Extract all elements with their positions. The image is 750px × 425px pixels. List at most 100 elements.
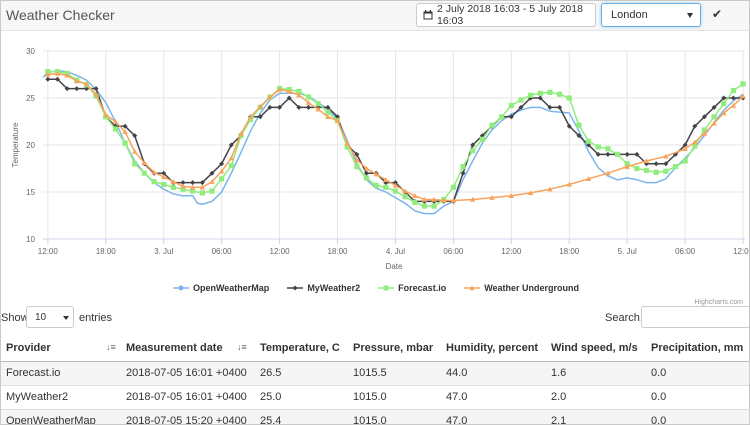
legend-item[interactable]: MyWeather2: [287, 281, 360, 295]
legend-item[interactable]: OpenWeatherMap: [172, 281, 269, 295]
data-point-square: [161, 181, 167, 188]
data-point-square: [653, 169, 659, 175]
table-row[interactable]: Forecast.io 2018-07-05 16:01 +0400 26.5 …: [1, 360, 749, 385]
data-point-diamond: [692, 123, 698, 129]
data-point-triangle: [721, 110, 727, 116]
calendar-icon: [423, 10, 433, 20]
cell-precipitation: 0.0: [646, 408, 749, 424]
data-point-triangle: [701, 131, 708, 136]
cell-measurement-date: 2018-07-05 15:20 +0400: [121, 408, 255, 424]
cell-provider: OpenWeatherMap: [1, 408, 121, 424]
data-point-square: [460, 164, 466, 170]
data-point-triangle: [64, 72, 70, 78]
data-point-diamond: [682, 142, 688, 148]
data-point-triangle: [354, 157, 360, 163]
cell-provider: MyWeather2: [1, 384, 121, 409]
data-point-square: [634, 165, 640, 172]
data-point-triangle: [296, 92, 302, 98]
x-tick-label: 06:00: [675, 247, 696, 256]
col-provider[interactable]: Provider ↓≡: [1, 335, 121, 362]
chevron-down-icon: [63, 316, 69, 320]
table-row[interactable]: OpenWeatherMap 2018-07-05 15:20 +0400 25…: [1, 408, 749, 424]
data-point-diamond: [363, 170, 369, 176]
data-point-diamond: [257, 114, 263, 120]
date-range-picker[interactable]: 2 July 2018 16:03 - 5 July 2018 16:03: [416, 3, 596, 27]
data-point-triangle: [527, 190, 534, 196]
data-point-diamond: [595, 151, 601, 157]
data-point-diamond: [624, 151, 630, 157]
data-point-square: [721, 101, 727, 107]
col-precipitation[interactable]: Precipitation, mm: [646, 335, 749, 362]
data-point-triangle: [383, 177, 389, 182]
search-input[interactable]: [641, 306, 749, 328]
legend-symbol: [172, 285, 189, 291]
data-point-square: [547, 89, 553, 95]
data-point-square: [141, 170, 147, 176]
data-point-square: [344, 144, 350, 150]
entries-select[interactable]: 10: [26, 306, 74, 328]
x-tick-label: 4. Jul: [386, 247, 405, 256]
y-axis-title: Temperature: [11, 122, 20, 167]
data-point-triangle: [315, 106, 321, 112]
apply-button[interactable]: ✔: [709, 6, 725, 22]
data-point-diamond: [557, 104, 563, 110]
x-tick-label: 12:00: [501, 247, 522, 256]
chart-credits[interactable]: Highcharts.com: [694, 299, 743, 306]
chart-svg: 10 15 20 25 30 12:00 18:00 3. Jul 06:00 12:00 18:0…: [11, 47, 749, 271]
data-point-square: [450, 184, 456, 190]
data-point-square: [692, 143, 698, 149]
cell-pressure: 1015.5: [348, 360, 441, 385]
cell-temperature: 26.5: [255, 360, 348, 385]
col-provider-label: Provider: [6, 341, 51, 354]
data-point-square: [170, 184, 176, 190]
table-header-row: Provider ↓≡ Measurement date ↓≡ Temperatur…: [1, 335, 749, 362]
data-point-triangle: [450, 197, 457, 203]
cell-humidity: 47.0: [441, 408, 546, 424]
data-point-diamond: [730, 95, 736, 101]
x-tick-label: 06:00: [443, 247, 464, 256]
legend-item[interactable]: Weather Underground: [464, 281, 579, 295]
legend-item[interactable]: Forecast.io: [378, 281, 446, 295]
data-point-triangle: [151, 169, 157, 175]
data-point-diamond: [277, 104, 283, 110]
col-temperature[interactable]: Temperature, C: [255, 335, 348, 362]
data-point-triangle: [276, 86, 283, 92]
col-measurement-date[interactable]: Measurement date ↓≡: [121, 335, 255, 362]
x-tick-label: 3. Jul: [154, 247, 173, 256]
entries-label: entries: [79, 312, 113, 324]
data-point-diamond: [93, 86, 99, 92]
data-point-square: [45, 69, 51, 75]
check-icon: ✔: [711, 7, 723, 21]
col-pressure[interactable]: Pressure, mbar: [348, 335, 441, 362]
data-point-diamond: [634, 151, 640, 157]
data-point-triangle: [74, 78, 80, 84]
data-point-diamond: [547, 104, 553, 110]
col-humidity[interactable]: Humidity, percent: [441, 335, 546, 362]
table-row[interactable]: MyWeather2 2018-07-05 16:01 +0400 25.0 1…: [1, 384, 749, 409]
data-point-diamond: [286, 95, 292, 101]
cell-temperature: 25.0: [255, 384, 348, 409]
data-point-triangle: [469, 196, 476, 202]
x-tick-label: 18:00: [327, 247, 348, 256]
x-tick-label: 18:00: [96, 247, 117, 256]
col-wind-speed[interactable]: Wind speed, m/s: [546, 335, 646, 362]
data-point-square: [122, 140, 128, 146]
data-point-square: [711, 114, 717, 120]
data-point-diamond: [161, 170, 167, 176]
data-point-triangle: [431, 196, 437, 202]
data-point-diamond: [122, 123, 128, 129]
x-tick-label: 5. Jul: [618, 247, 637, 256]
data-point-diamond: [460, 170, 466, 176]
data-point-square: [605, 146, 611, 152]
data-point-square: [672, 164, 679, 170]
cell-precipitation: 0.0: [646, 384, 749, 409]
data-point-triangle: [180, 183, 186, 189]
data-point-triangle: [373, 171, 379, 177]
y-tick-label: 15: [26, 188, 35, 197]
cell-humidity: 44.0: [441, 360, 546, 385]
y-tick-label: 20: [26, 141, 35, 150]
data-point-square: [499, 114, 505, 120]
data-point-square: [248, 117, 254, 123]
data-point-square: [643, 167, 650, 173]
city-select[interactable]: London: [601, 3, 701, 27]
